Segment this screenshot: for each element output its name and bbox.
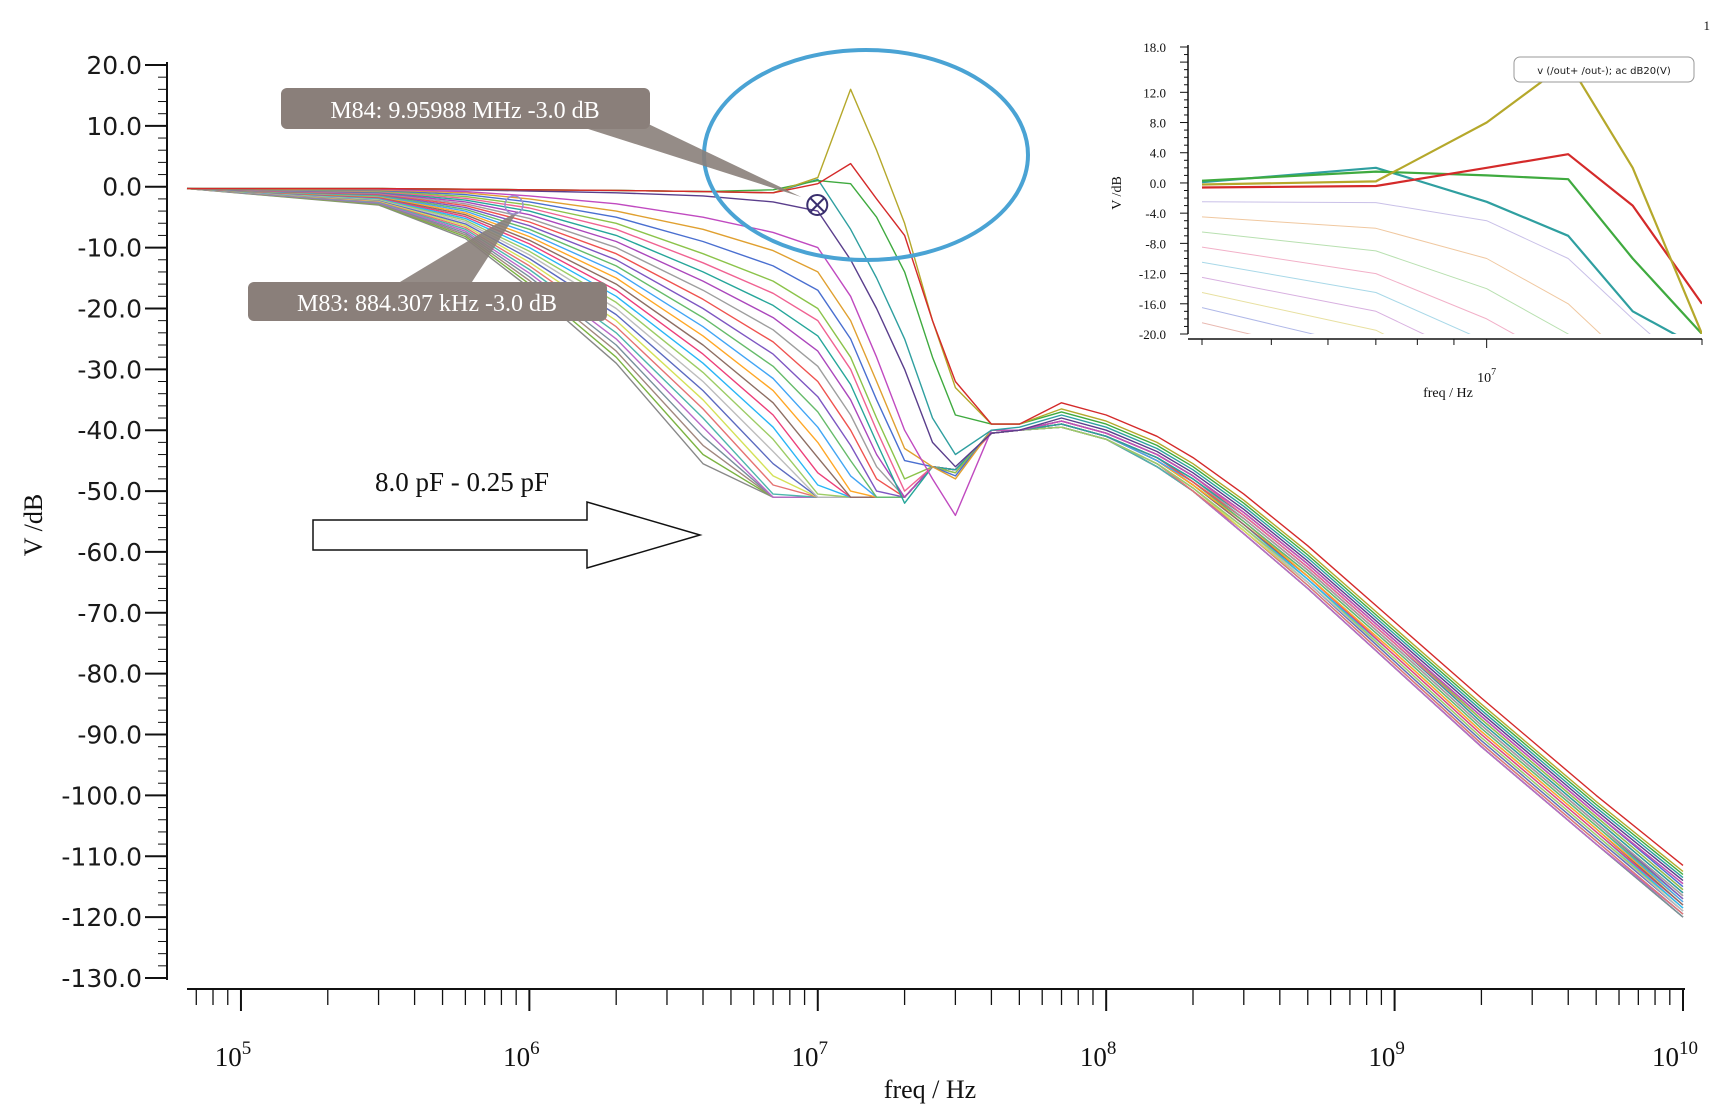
y-tick-label: -40.0 (77, 416, 142, 445)
inset-series-line-9 (1202, 261, 1471, 334)
inset-series-line-12 (1202, 307, 1315, 334)
inset-series-line-6 (1202, 216, 1602, 334)
series-line-1 (187, 162, 1684, 866)
marker-m83-point (504, 195, 524, 215)
sweep-arrow (312, 500, 703, 570)
y-tick-label: -60.0 (77, 538, 142, 567)
x-tick-label: 106 (503, 1038, 540, 1072)
marker-m84-box (281, 88, 650, 129)
inset-y-tick-label: 4.0 (1150, 146, 1166, 161)
y-tick-label: -10.0 (77, 234, 142, 263)
x-tick-label: 105 (215, 1038, 252, 1072)
series-line-6 (186, 187, 1684, 885)
y-tick-label: -90.0 (77, 721, 142, 750)
inset-y-tick-label: -4.0 (1145, 206, 1166, 221)
inset-legend-text: v (/out+ /out-); ac dB20(V) (1537, 66, 1671, 77)
main-chart: 20.0 10.0 0.0 -10.0 -20.0 -30.0 -40.0 -50.0 -60.… (19, 48, 1698, 1104)
x-axis-label: freq / Hz (884, 1075, 976, 1104)
inset-series-group (1202, 61, 1702, 334)
page-number: 1 (1704, 18, 1711, 33)
y-tick-label: -110.0 (61, 842, 142, 871)
marker-m84-cross (809, 197, 825, 213)
inset-y-tick-label: -16.0 (1139, 297, 1166, 312)
marker-m84-label: M84: 9.95988 MHz -3.0 dB (330, 98, 599, 124)
inset-series-line-3 (1202, 170, 1702, 334)
inset-x-tick-label: 107 (1477, 367, 1496, 386)
y-tick-label: -100.0 (61, 781, 142, 810)
inset-series-line-5 (1202, 201, 1651, 334)
y-tick-label: -30.0 (77, 355, 142, 384)
inset-series-line-2 (1202, 153, 1702, 305)
sweep-annotation: 8.0 pF - 0.25 pF (375, 467, 549, 497)
y-tick-label: -70.0 (77, 599, 142, 628)
x-tick-label: 108 (1080, 1038, 1117, 1072)
inset-chart: 18.0 12.0 8.0 4.0 0.0 -4.0 -8.0 -12.0 -16.0 -20.0… (1110, 40, 1703, 401)
y-tick-label: 20.0 (86, 51, 142, 80)
inset-series-line-11 (1202, 292, 1385, 334)
inset-y-tick-label: 12.0 (1143, 85, 1166, 100)
inset-series-line-8 (1202, 246, 1515, 334)
marker-m84-point (806, 193, 829, 216)
inset-y-tick-label: 8.0 (1150, 116, 1166, 131)
inset-series-line-1 (1202, 61, 1702, 334)
inset-series-line-4 (1202, 166, 1677, 334)
inset-y-tick-label: -12.0 (1139, 267, 1166, 282)
series-line-5 (187, 187, 1684, 882)
y-tick-label: -50.0 (77, 477, 142, 506)
marker-m83-pointer (395, 210, 518, 285)
inset-y-tick-label: 0.0 (1150, 176, 1166, 191)
inset-y-tick-label: -20.0 (1139, 327, 1166, 342)
x-tick-label: 109 (1368, 1038, 1405, 1072)
y-tick-label: -80.0 (77, 660, 142, 689)
x-tick-label: 1010 (1652, 1038, 1698, 1072)
inset-series-line-7 (1202, 231, 1569, 334)
inset-legend-box (1513, 56, 1695, 83)
x-tick-label: 107 (792, 1038, 829, 1072)
inset-y-tick-label: 18.0 (1143, 40, 1166, 55)
inset-y-tick-label: -8.0 (1145, 236, 1166, 251)
inset-x-axis-label: freq / Hz (1423, 386, 1473, 401)
marker-m83-box (248, 282, 607, 321)
y-axis-label: V /dB (19, 494, 48, 556)
series-group (186, 88, 1684, 918)
y-tick-label: -130.0 (61, 964, 142, 993)
y-tick-label: 10.0 (86, 112, 142, 141)
marker-m83-label: M83: 884.307 kHz -3.0 dB (297, 291, 557, 317)
y-tick-label: -120.0 (61, 903, 142, 932)
inset-y-axis-label: V /dB (1110, 176, 1125, 210)
y-tick-label: -20.0 (77, 294, 142, 323)
marker-m84-pointer (560, 120, 802, 197)
y-tick-label: 0.0 (102, 173, 142, 202)
inset-series-line-10 (1202, 276, 1425, 334)
highlight-ellipse (702, 48, 1030, 262)
